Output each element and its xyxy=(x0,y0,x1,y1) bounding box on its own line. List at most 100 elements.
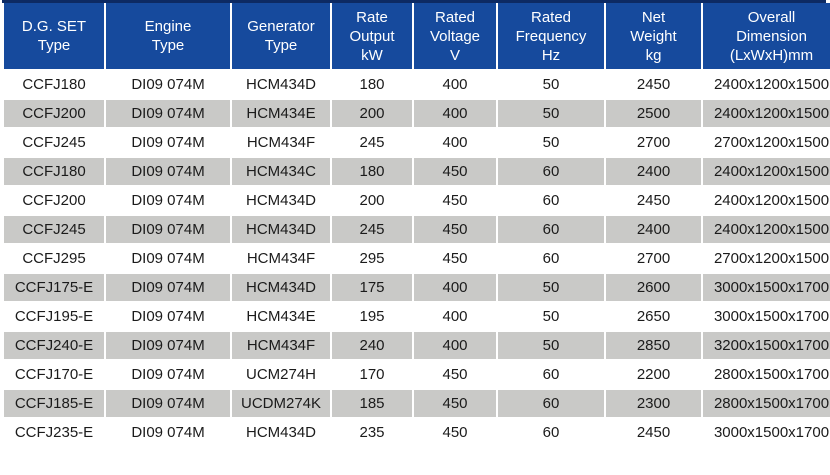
cell-rated-voltage-v: 450 xyxy=(414,158,496,185)
cell-generator-type: HCM434F xyxy=(232,129,330,156)
cell-dg-set-type: CCFJ175-E xyxy=(4,274,104,301)
cell-rated-frequency-hz: 60 xyxy=(498,158,604,185)
cell-overall-dimension: 2800x1500x1700 xyxy=(703,390,830,417)
cell-engine-type: DI09 074M xyxy=(106,245,230,272)
column-header-dg-set-type: D.G. SET Type xyxy=(4,3,104,69)
cell-engine-type: DI09 074M xyxy=(106,100,230,127)
table-row: CCFJ180 DI09 074M HCM434C 180 450 60 2400 2400x… xyxy=(4,158,830,185)
cell-rate-output-kw: 245 xyxy=(332,129,412,156)
cell-generator-type: HCM434D xyxy=(232,216,330,243)
cell-dg-set-type: CCFJ245 xyxy=(4,129,104,156)
header-row: D.G. SET Type Engine Type Generator Type… xyxy=(4,3,830,69)
cell-generator-type: HCM434D xyxy=(232,274,330,301)
cell-engine-type: DI09 074M xyxy=(106,187,230,214)
table-row: CCFJ170-E DI09 074M UCM274H 170 450 60 2200 280… xyxy=(4,361,830,388)
cell-rated-voltage-v: 450 xyxy=(414,390,496,417)
cell-rate-output-kw: 180 xyxy=(332,158,412,185)
cell-rated-frequency-hz: 60 xyxy=(498,419,604,446)
cell-net-weight-kg: 2400 xyxy=(606,216,701,243)
table-row: CCFJ200 DI09 074M HCM434D 200 450 60 2450 2400x… xyxy=(4,187,830,214)
cell-rated-voltage-v: 450 xyxy=(414,419,496,446)
cell-dg-set-type: CCFJ170-E xyxy=(4,361,104,388)
cell-generator-type: HCM434C xyxy=(232,158,330,185)
cell-net-weight-kg: 2400 xyxy=(606,158,701,185)
cell-rated-voltage-v: 400 xyxy=(414,100,496,127)
table-row: CCFJ295 DI09 074M HCM434F 295 450 60 2700 2700x… xyxy=(4,245,830,272)
cell-overall-dimension: 2400x1200x1500 xyxy=(703,187,830,214)
table-row: CCFJ240-E DI09 074M HCM434F 240 400 50 2850 320… xyxy=(4,332,830,359)
cell-engine-type: DI09 074M xyxy=(106,419,230,446)
cell-overall-dimension: 2400x1200x1500 xyxy=(703,158,830,185)
cell-rated-frequency-hz: 50 xyxy=(498,332,604,359)
cell-net-weight-kg: 2450 xyxy=(606,71,701,98)
cell-dg-set-type: CCFJ180 xyxy=(4,158,104,185)
cell-engine-type: DI09 074M xyxy=(106,129,230,156)
cell-dg-set-type: CCFJ245 xyxy=(4,216,104,243)
cell-overall-dimension: 3000x1500x1700 xyxy=(703,419,830,446)
cell-rated-frequency-hz: 60 xyxy=(498,390,604,417)
cell-net-weight-kg: 2500 xyxy=(606,100,701,127)
cell-generator-type: UCDM274K xyxy=(232,390,330,417)
cell-rate-output-kw: 180 xyxy=(332,71,412,98)
cell-rated-frequency-hz: 50 xyxy=(498,303,604,330)
cell-rated-voltage-v: 400 xyxy=(414,303,496,330)
cell-rated-frequency-hz: 60 xyxy=(498,361,604,388)
cell-net-weight-kg: 2200 xyxy=(606,361,701,388)
table-row: CCFJ195-E DI09 074M HCM434E 195 400 50 2650 300… xyxy=(4,303,830,330)
table-row: CCFJ185-E DI09 074M UCDM274K 185 450 60 2300 28… xyxy=(4,390,830,417)
cell-net-weight-kg: 2700 xyxy=(606,129,701,156)
cell-rated-frequency-hz: 60 xyxy=(498,245,604,272)
cell-rate-output-kw: 295 xyxy=(332,245,412,272)
cell-rate-output-kw: 245 xyxy=(332,216,412,243)
cell-dg-set-type: CCFJ295 xyxy=(4,245,104,272)
column-header-net-weight-kg: Net Weight kg xyxy=(606,3,701,69)
cell-overall-dimension: 2700x1200x1500 xyxy=(703,245,830,272)
cell-generator-type: HCM434D xyxy=(232,187,330,214)
cell-rated-voltage-v: 400 xyxy=(414,274,496,301)
cell-rated-frequency-hz: 50 xyxy=(498,71,604,98)
cell-rated-voltage-v: 450 xyxy=(414,361,496,388)
table-row: CCFJ235-E DI09 074M HCM434D 235 450 60 2450 300… xyxy=(4,419,830,446)
cell-generator-type: UCM274H xyxy=(232,361,330,388)
cell-rate-output-kw: 170 xyxy=(332,361,412,388)
cell-dg-set-type: CCFJ195-E xyxy=(4,303,104,330)
cell-net-weight-kg: 2450 xyxy=(606,419,701,446)
cell-net-weight-kg: 2450 xyxy=(606,187,701,214)
cell-rated-frequency-hz: 60 xyxy=(498,187,604,214)
cell-rated-voltage-v: 450 xyxy=(414,216,496,243)
cell-generator-type: HCM434E xyxy=(232,303,330,330)
column-header-engine-type: Engine Type xyxy=(106,3,230,69)
column-header-generator-type: Generator Type xyxy=(232,3,330,69)
cell-net-weight-kg: 2850 xyxy=(606,332,701,359)
column-header-rated-voltage-v: Rated Voltage V xyxy=(414,3,496,69)
cell-overall-dimension: 2400x1200x1500 xyxy=(703,216,830,243)
cell-dg-set-type: CCFJ185-E xyxy=(4,390,104,417)
cell-net-weight-kg: 2600 xyxy=(606,274,701,301)
cell-engine-type: DI09 074M xyxy=(106,303,230,330)
cell-engine-type: DI09 074M xyxy=(106,361,230,388)
cell-rated-voltage-v: 400 xyxy=(414,332,496,359)
cell-rated-frequency-hz: 60 xyxy=(498,216,604,243)
cell-overall-dimension: 3000x1500x1700 xyxy=(703,303,830,330)
spec-table-container: D.G. SET Type Engine Type Generator Type… xyxy=(2,0,830,448)
cell-engine-type: DI09 074M xyxy=(106,216,230,243)
cell-engine-type: DI09 074M xyxy=(106,71,230,98)
cell-rated-frequency-hz: 50 xyxy=(498,100,604,127)
dg-set-spec-table: D.G. SET Type Engine Type Generator Type… xyxy=(2,1,830,448)
cell-dg-set-type: CCFJ180 xyxy=(4,71,104,98)
cell-overall-dimension: 2400x1200x1500 xyxy=(703,100,830,127)
cell-dg-set-type: CCFJ240-E xyxy=(4,332,104,359)
cell-overall-dimension: 3000x1500x1700 xyxy=(703,274,830,301)
cell-rate-output-kw: 200 xyxy=(332,100,412,127)
cell-generator-type: HCM434D xyxy=(232,71,330,98)
column-header-rate-output-kw: Rate Output kW xyxy=(332,3,412,69)
cell-overall-dimension: 3200x1500x1700 xyxy=(703,332,830,359)
cell-rate-output-kw: 185 xyxy=(332,390,412,417)
cell-rate-output-kw: 200 xyxy=(332,187,412,214)
cell-engine-type: DI09 074M xyxy=(106,332,230,359)
cell-generator-type: HCM434F xyxy=(232,332,330,359)
cell-net-weight-kg: 2650 xyxy=(606,303,701,330)
table-row: CCFJ245 DI09 074M HCM434D 245 450 60 2400 2400x… xyxy=(4,216,830,243)
table-row: CCFJ180 DI09 074M HCM434D 180 400 50 2450 2400x… xyxy=(4,71,830,98)
